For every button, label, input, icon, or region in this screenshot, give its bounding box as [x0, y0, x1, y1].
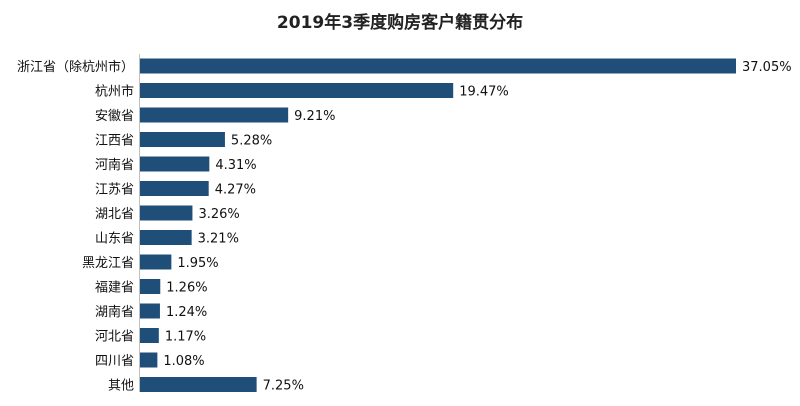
- value-label: 7.25%: [263, 379, 304, 394]
- value-label: 37.05%: [742, 60, 792, 75]
- value-label: 1.24%: [166, 305, 207, 320]
- category-label: 湖北省: [95, 207, 134, 222]
- value-label: 1.26%: [166, 281, 207, 296]
- category-label: 浙江省（除杭州市）: [17, 59, 134, 75]
- bar: [140, 181, 209, 196]
- category-label: 四川省: [95, 354, 134, 369]
- bar: [140, 328, 159, 343]
- value-label: 1.08%: [163, 354, 204, 369]
- value-label: 1.17%: [165, 330, 206, 345]
- bar: [140, 156, 210, 172]
- value-label: 5.28%: [231, 134, 272, 149]
- bar: [140, 83, 454, 98]
- bar: [140, 279, 161, 294]
- category-label: 湖南省: [95, 304, 134, 320]
- value-label: 9.21%: [294, 109, 335, 124]
- bar: [140, 132, 225, 147]
- bar: [140, 107, 289, 123]
- category-label: 安徽省: [95, 109, 134, 124]
- category-label: 河北省: [95, 330, 134, 345]
- value-label: 4.27%: [215, 183, 256, 198]
- value-label: 4.31%: [215, 158, 256, 173]
- bar: [140, 230, 192, 245]
- category-label: 江西省: [95, 134, 134, 149]
- category-label: 山东省: [95, 232, 134, 247]
- category-label: 黑龙江省: [82, 256, 134, 271]
- bar: [140, 303, 160, 319]
- value-label: 3.21%: [198, 232, 239, 247]
- category-label: 福建省: [95, 281, 134, 296]
- value-label: 19.47%: [459, 85, 509, 100]
- chart-title: 2019年3季度购房客户籍贯分布: [276, 13, 524, 33]
- bar: [140, 58, 736, 74]
- category-label: 其他: [108, 379, 134, 394]
- category-label: 河南省: [95, 157, 134, 173]
- value-label: 3.26%: [198, 207, 239, 222]
- category-label: 江苏省: [95, 182, 134, 198]
- bar: [140, 205, 193, 221]
- bar: [140, 377, 257, 392]
- category-label: 杭州市: [95, 84, 134, 100]
- value-label: 1.95%: [177, 256, 218, 271]
- bar: [140, 352, 158, 368]
- bar: [140, 254, 172, 270]
